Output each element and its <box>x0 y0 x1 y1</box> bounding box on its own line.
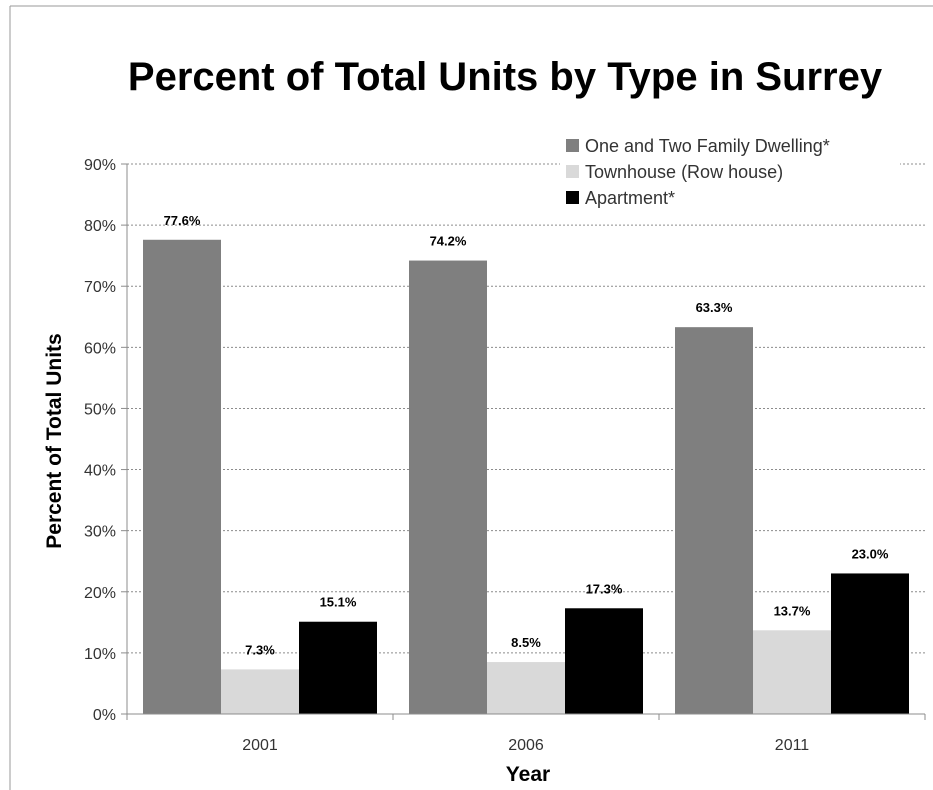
y-axis-ticks: 0% 10% 20% 30% 40% 50% 60% 70% 80% 90% <box>84 157 127 724</box>
legend-swatch <box>566 165 579 178</box>
x-axis-title: Year <box>506 763 550 786</box>
bar <box>143 239 221 714</box>
bar <box>299 621 377 714</box>
x-tick-label: 2006 <box>508 737 544 754</box>
y-tick-label: 80% <box>84 218 116 235</box>
y-tick-label: 30% <box>84 524 116 541</box>
legend-background <box>560 132 900 216</box>
data-labels: 77.6% 7.3% 15.1% 74.2% 8.5% 17.3% 63.3% 13.7% 23… <box>164 213 889 658</box>
y-tick-label: 0% <box>93 707 116 724</box>
data-label: 63.3% <box>696 300 733 315</box>
legend-label: Apartment* <box>585 188 675 208</box>
gridlines <box>127 163 925 654</box>
bar <box>831 573 909 714</box>
data-label: 7.3% <box>245 642 275 657</box>
bar <box>753 630 831 714</box>
y-tick-label: 20% <box>84 585 116 602</box>
bar <box>675 327 753 714</box>
legend-label: One and Two Family Dwelling* <box>585 136 830 156</box>
bar <box>487 662 565 714</box>
data-label: 74.2% <box>430 234 467 249</box>
x-axis-ticks: 2001 2006 2011 <box>126 714 926 754</box>
data-label: 13.7% <box>774 603 811 618</box>
chart-title: Percent of Total Units by Type in Surrey <box>128 55 883 99</box>
y-tick-label: 90% <box>84 157 116 174</box>
axes <box>126 164 925 715</box>
legend-label: Townhouse (Row house) <box>585 162 783 182</box>
y-tick-label: 40% <box>84 463 116 480</box>
data-label: 77.6% <box>164 213 201 228</box>
y-tick-label: 50% <box>84 401 116 418</box>
y-axis-title: Percent of Total Units <box>43 333 66 548</box>
data-label: 15.1% <box>320 595 357 610</box>
legend-swatch <box>566 191 579 204</box>
x-tick-label: 2001 <box>242 737 278 754</box>
y-tick-label: 60% <box>84 340 116 357</box>
legend: One and Two Family Dwelling* Townhouse (R… <box>560 132 900 216</box>
data-label: 17.3% <box>586 581 623 596</box>
x-tick-label: 2011 <box>775 737 810 754</box>
y-tick-label: 70% <box>84 279 116 296</box>
legend-swatch <box>566 139 579 152</box>
data-label: 8.5% <box>511 635 541 650</box>
y-tick-label: 10% <box>84 646 116 663</box>
bar <box>409 260 487 714</box>
data-label: 23.0% <box>852 546 889 561</box>
bar <box>221 669 299 714</box>
bar <box>565 608 643 714</box>
bars <box>143 239 909 714</box>
